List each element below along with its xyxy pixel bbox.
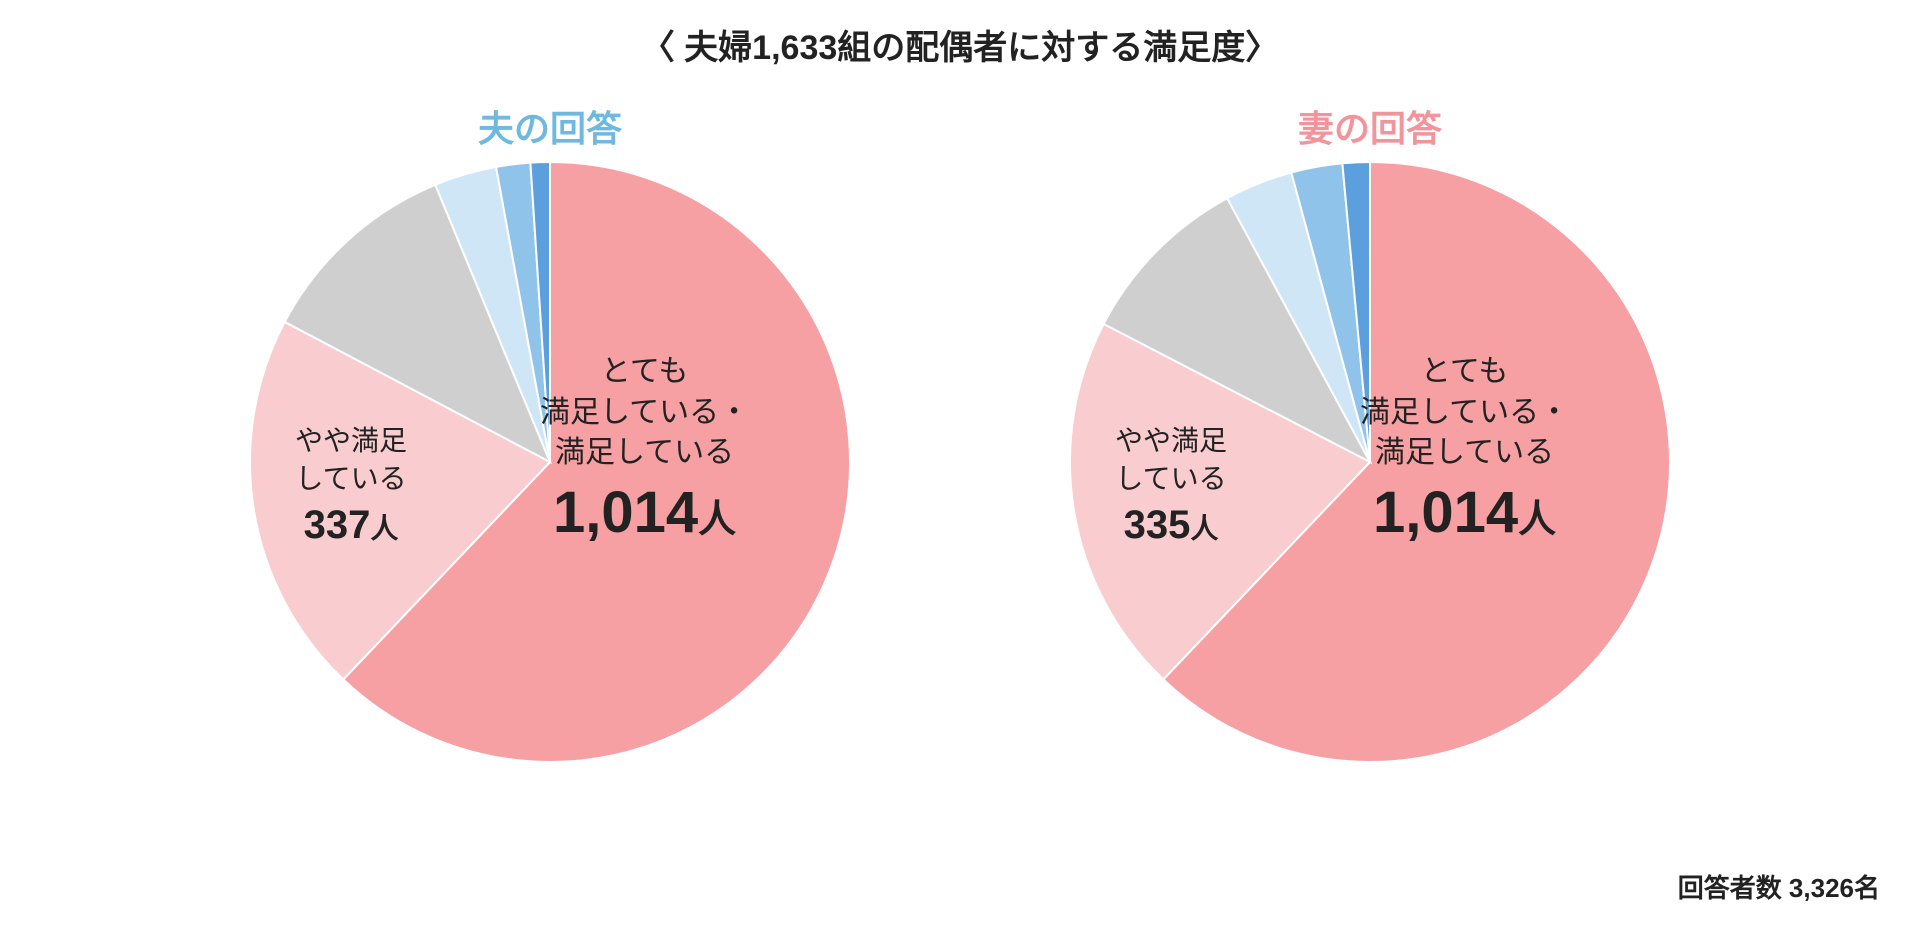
- pie-wife-label-primary-value-num: 1,014: [1373, 480, 1518, 545]
- pie-husband-label-primary-value-unit: 人: [698, 499, 736, 541]
- pie-husband-label-secondary-value: 337人: [295, 498, 407, 552]
- pie-wife-label-secondary-value: 335人: [1115, 498, 1227, 552]
- pie-husband-label-primary-value-num: 1,014: [553, 480, 698, 545]
- pie-husband-label-primary-line3: 満足している: [540, 433, 749, 474]
- chart-husband: 夫の回答 とても 満足している・ 満足している 1,014人 やや満足 している…: [250, 100, 850, 762]
- chart-wife-subtitle: 妻の回答: [1298, 100, 1442, 152]
- pie-wife-label-secondary-line1: やや満足: [1115, 422, 1227, 460]
- footer-respondent-count: 回答者数 3,326名: [1678, 868, 1880, 905]
- pie-husband-label-secondary-value-num: 337: [304, 503, 371, 547]
- chart-husband-subtitle: 夫の回答: [478, 100, 622, 152]
- pie-husband-label-primary-value: 1,014人: [540, 474, 749, 552]
- pie-wife-label-primary-line1: とても: [1360, 352, 1569, 393]
- pie-husband: とても 満足している・ 満足している 1,014人 やや満足 している 337人: [250, 162, 850, 762]
- pie-husband-label-secondary: やや満足 している 337人: [295, 422, 407, 552]
- chart-wife: 妻の回答 とても 満足している・ 満足している 1,014人 やや満足 している…: [1070, 100, 1670, 762]
- pie-husband-label-primary-line1: とても: [540, 352, 749, 393]
- pie-wife-label-primary-line2: 満足している・: [1360, 393, 1569, 434]
- pie-wife-label-primary-line3: 満足している: [1360, 433, 1569, 474]
- pie-wife-label-secondary-value-unit: 人: [1190, 513, 1218, 544]
- page-title: 〈 夫婦1,633組の配偶者に対する満足度〉: [0, 20, 1920, 69]
- pie-husband-label-secondary-line2: している: [295, 460, 407, 498]
- pie-husband-label-secondary-value-unit: 人: [370, 513, 398, 544]
- pie-wife-label-primary-value: 1,014人: [1360, 474, 1569, 552]
- pie-wife: とても 満足している・ 満足している 1,014人 やや満足 している 335人: [1070, 162, 1670, 762]
- pie-wife-label-secondary: やや満足 している 335人: [1115, 422, 1227, 552]
- charts-row: 夫の回答 とても 満足している・ 満足している 1,014人 やや満足 している…: [0, 100, 1920, 762]
- pie-wife-label-secondary-line2: している: [1115, 460, 1227, 498]
- pie-husband-label-primary: とても 満足している・ 満足している 1,014人: [540, 352, 749, 552]
- pie-wife-label-secondary-value-num: 335: [1124, 503, 1191, 547]
- pie-husband-label-primary-line2: 満足している・: [540, 393, 749, 434]
- pie-wife-label-primary-value-unit: 人: [1518, 499, 1556, 541]
- pie-husband-label-secondary-line1: やや満足: [295, 422, 407, 460]
- pie-wife-label-primary: とても 満足している・ 満足している 1,014人: [1360, 352, 1569, 552]
